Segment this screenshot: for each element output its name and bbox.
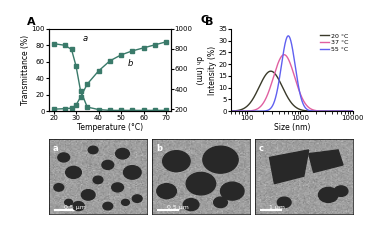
Circle shape (112, 183, 123, 192)
Line: 20 °C: 20 °C (231, 71, 353, 111)
Circle shape (132, 195, 142, 202)
37 °C (229, 110, 234, 113)
Circle shape (88, 146, 98, 154)
37 °C (278, 57, 283, 60)
X-axis label: Temperature (°C): Temperature (°C) (77, 123, 143, 132)
Circle shape (82, 190, 95, 200)
55 °C (350, 110, 355, 113)
Polygon shape (309, 150, 343, 172)
Circle shape (54, 184, 64, 191)
55 °C (241, 110, 246, 113)
Text: 0.5 μm: 0.5 μm (167, 205, 189, 210)
Circle shape (102, 160, 114, 169)
20 °C (283, 91, 287, 94)
Text: 1 μm: 1 μm (269, 205, 285, 210)
55 °C (286, 34, 291, 37)
Circle shape (220, 182, 244, 200)
Text: b: b (128, 59, 133, 68)
Text: 0.5 μm: 0.5 μm (64, 205, 85, 210)
Y-axis label: dₕ (nm): dₕ (nm) (194, 56, 203, 84)
Circle shape (318, 187, 338, 202)
55 °C (324, 110, 328, 113)
Circle shape (163, 151, 190, 172)
55 °C (283, 43, 287, 46)
20 °C (324, 110, 328, 113)
Text: a: a (53, 144, 58, 153)
Circle shape (277, 197, 291, 208)
20 °C (312, 110, 317, 113)
37 °C (350, 110, 355, 113)
Circle shape (58, 153, 70, 162)
55 °C (326, 110, 331, 113)
20 °C (241, 107, 246, 110)
Circle shape (123, 166, 141, 179)
55 °C (229, 110, 234, 113)
Y-axis label: Intensity (%): Intensity (%) (208, 45, 217, 95)
37 °C (283, 54, 287, 56)
Circle shape (183, 199, 199, 211)
37 °C (324, 110, 328, 113)
37 °C (326, 110, 331, 113)
Text: b: b (156, 144, 162, 153)
Line: 37 °C: 37 °C (231, 55, 353, 111)
Circle shape (93, 176, 103, 184)
Polygon shape (269, 150, 309, 184)
Text: A: A (27, 17, 36, 27)
37 °C (312, 109, 317, 112)
37 °C (282, 53, 287, 56)
37 °C (241, 110, 246, 113)
Circle shape (73, 202, 84, 211)
Circle shape (122, 199, 129, 205)
20 °C (350, 110, 355, 113)
20 °C (229, 110, 234, 113)
X-axis label: Size (nm): Size (nm) (274, 123, 310, 132)
Circle shape (203, 146, 238, 173)
Circle shape (334, 186, 348, 196)
Text: c: c (259, 144, 264, 153)
Circle shape (157, 184, 176, 199)
Legend: 20 °C, 37 °C, 55 °C: 20 °C, 37 °C, 55 °C (318, 32, 350, 53)
Text: B: B (205, 17, 213, 27)
Circle shape (186, 172, 216, 195)
Circle shape (116, 149, 129, 159)
20 °C (278, 82, 283, 84)
Circle shape (214, 197, 227, 208)
Text: C: C (201, 15, 209, 25)
55 °C (312, 110, 317, 113)
Line: 55 °C: 55 °C (231, 36, 353, 111)
20 °C (326, 110, 331, 113)
Circle shape (65, 166, 82, 178)
55 °C (278, 71, 283, 73)
Text: a: a (83, 34, 88, 43)
Circle shape (103, 202, 113, 210)
Y-axis label: Transmittance (%): Transmittance (%) (21, 35, 30, 105)
Circle shape (65, 199, 73, 205)
20 °C (269, 70, 273, 73)
